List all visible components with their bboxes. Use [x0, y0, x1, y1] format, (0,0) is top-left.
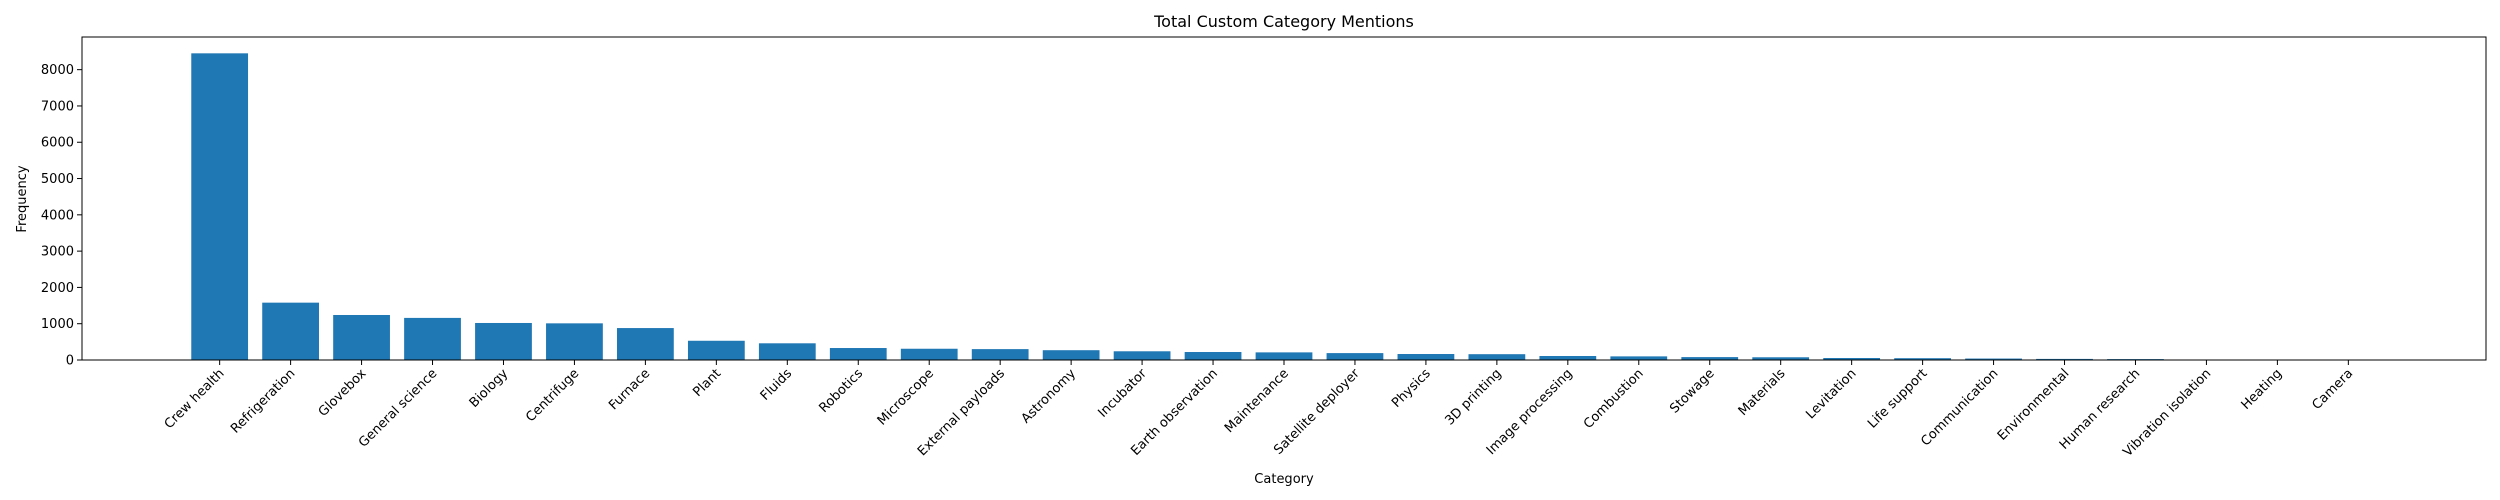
- bar-microscope: [900, 348, 958, 360]
- y-tick-label: 1000: [41, 317, 74, 332]
- x-tick-label: Centrifuge: [523, 366, 582, 425]
- x-tick-label: Heating: [2239, 366, 2286, 413]
- bar-satellite-deployer: [1326, 353, 1384, 360]
- x-tick-label: Environmental: [1995, 366, 2072, 443]
- x-tick-label: Microscope: [875, 366, 937, 428]
- bar-external-payloads: [971, 349, 1029, 360]
- x-tick-label: Maintenance: [1222, 366, 1292, 436]
- bars-group: [191, 53, 2377, 361]
- x-tick-label: Communication: [1918, 366, 2001, 449]
- y-tick-label: 0: [66, 354, 74, 369]
- y-tick-label: 5000: [41, 172, 74, 187]
- x-tick-label: Stowage: [1667, 366, 1717, 416]
- x-tick-label: Incubator: [1095, 366, 1150, 421]
- y-tick-label: 3000: [41, 245, 74, 260]
- bar-communication: [1965, 358, 2022, 360]
- bar-3d-printing: [1468, 354, 1526, 360]
- y-tick-label: 7000: [41, 99, 74, 114]
- bar-glovebox: [333, 314, 390, 360]
- x-tick-label: Combustion: [1581, 366, 1647, 432]
- bar-earth-observation: [1184, 352, 1242, 360]
- bar-stowage: [1681, 357, 1739, 360]
- y-tick-label: 8000: [41, 63, 74, 78]
- bar-astronomy: [1042, 350, 1100, 360]
- x-axis-label: Category: [1254, 472, 1314, 487]
- y-tick-label: 4000: [41, 208, 74, 223]
- bar-maintenance: [1255, 352, 1313, 360]
- x-tick-label: Plant: [690, 366, 724, 400]
- bar-plant: [687, 340, 745, 360]
- y-tick-label: 6000: [41, 136, 74, 151]
- x-tick-label: 3D printing: [1442, 366, 1504, 428]
- bar-centrifuge: [546, 323, 603, 360]
- bar-crew-health: [191, 53, 249, 361]
- bar-physics: [1397, 354, 1455, 360]
- bar-refrigeration: [262, 302, 319, 360]
- x-tick-label: Camera: [2309, 366, 2356, 413]
- x-tick-label: General science: [356, 366, 440, 450]
- bar-incubator: [1113, 351, 1171, 360]
- x-tick-label: Crew health: [162, 366, 228, 432]
- x-tick-label: Glovebox: [316, 366, 370, 420]
- x-axis: Crew health Refrigeration GloveboxGeneral …: [162, 360, 2356, 460]
- y-tick-label: 2000: [41, 281, 74, 296]
- bar-combustion: [1610, 356, 1668, 360]
- bar-biology: [475, 322, 532, 360]
- x-tick-label: Materials: [1736, 366, 1789, 419]
- x-tick-label: Levitation: [1803, 366, 1859, 422]
- y-axis: 0 1000 2000 3000 4000 5000 6000 7000 8000: [41, 63, 82, 369]
- bar-levitation: [1823, 358, 1881, 360]
- x-tick-label: Fluids: [758, 366, 796, 404]
- bar-materials: [1752, 357, 1810, 360]
- bar-furnace: [617, 328, 674, 360]
- bar-image-processing: [1539, 356, 1597, 360]
- x-tick-label: Biology: [467, 366, 512, 411]
- x-tick-label: Physics: [1389, 366, 1434, 411]
- bar-environmental: [2036, 358, 2093, 360]
- x-tick-label: Refrigeration: [228, 366, 298, 436]
- x-tick-label: Life support: [1865, 366, 1930, 431]
- x-tick-label: Furnace: [606, 366, 653, 413]
- chart-title: Total Custom Category Mentions: [1153, 12, 1414, 31]
- bar-fluids: [758, 343, 816, 360]
- bar-robotics: [829, 348, 887, 360]
- plot-frame: [81, 36, 2487, 361]
- x-tick-label: Astronomy: [1019, 366, 1080, 427]
- bar-life-support: [1894, 358, 1951, 360]
- bar-general-science: [404, 317, 461, 360]
- x-tick-label: Robotics: [816, 366, 866, 416]
- y-axis-label: Frequency: [15, 165, 30, 232]
